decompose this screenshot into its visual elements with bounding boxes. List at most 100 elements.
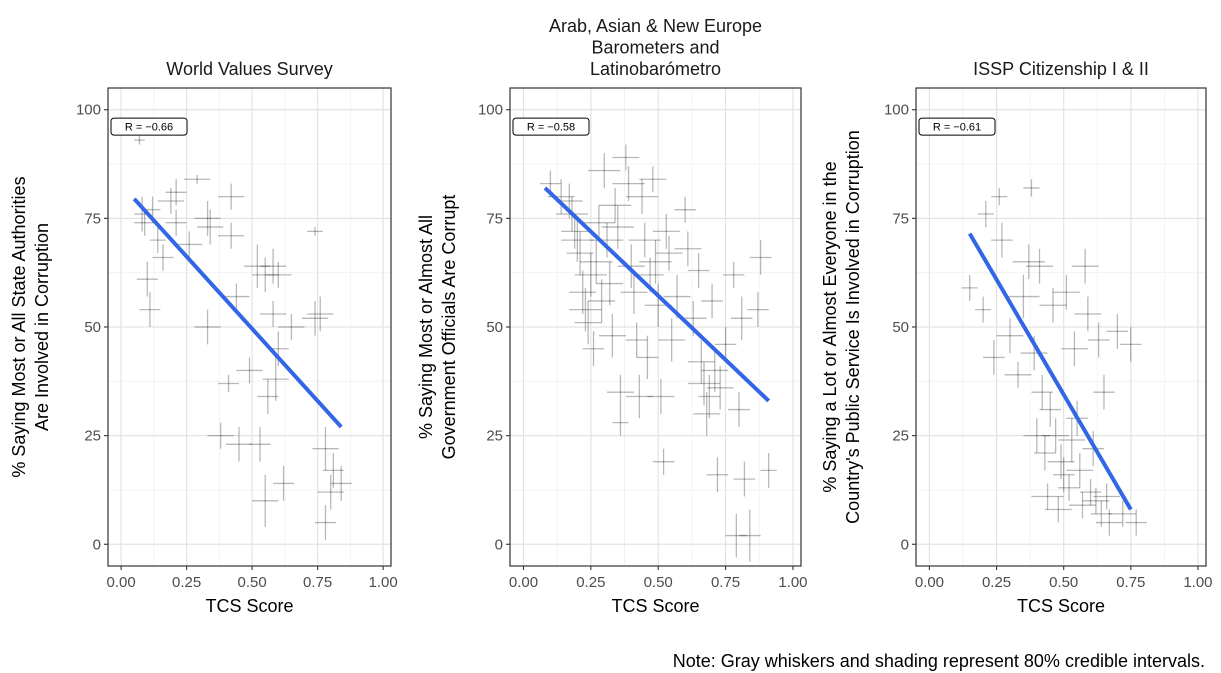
data-point — [262, 357, 289, 401]
x-axis-label: TCS Score — [205, 596, 293, 616]
data-point — [693, 392, 721, 436]
data-point — [249, 426, 271, 462]
data-point — [714, 327, 737, 362]
data-point — [612, 144, 640, 171]
data-point — [617, 244, 645, 288]
data-point — [1058, 418, 1086, 462]
data-point — [625, 322, 648, 358]
data-point — [652, 214, 680, 249]
data-point — [574, 300, 602, 345]
data-point — [582, 331, 605, 367]
data-point — [625, 179, 659, 215]
data-point — [574, 253, 607, 297]
fit-line — [543, 186, 771, 403]
data-point — [601, 205, 634, 249]
y-tick-label: 50 — [486, 319, 503, 336]
data-point — [991, 222, 1013, 258]
y-tick-label: 75 — [892, 210, 909, 227]
data-point — [687, 340, 715, 384]
data-point — [647, 379, 675, 414]
data-point — [259, 300, 287, 327]
correlation-box — [918, 117, 996, 136]
data-point — [739, 509, 761, 562]
data-point — [728, 392, 750, 427]
data-point — [698, 374, 721, 419]
data-point — [569, 270, 597, 314]
data-point — [580, 240, 613, 284]
y-axis-label: Country's Public Service Is Involved in … — [843, 130, 863, 524]
data-point — [218, 374, 240, 393]
x-tick-label: 0.50 — [644, 574, 673, 591]
data-point — [218, 222, 245, 249]
figure-note: Note: Gray whiskers and shading represen… — [673, 651, 1205, 671]
x-tick-label: 0.00 — [915, 574, 944, 591]
y-tick-label: 75 — [486, 210, 503, 227]
data-point — [991, 187, 1008, 206]
data-point — [301, 300, 329, 336]
panel-3: R = −0.61 0.00 0.25 0.50 0.75 1.00 0 25 50 75 100 I… — [820, 59, 1213, 616]
data-point — [722, 261, 745, 288]
data-point — [598, 187, 632, 223]
data-point — [257, 379, 279, 414]
y-tick-label: 0 — [901, 536, 909, 553]
y-axis-label: Government Officials Are Corrupt — [439, 195, 459, 460]
data-point — [628, 222, 661, 258]
data-point — [569, 287, 602, 332]
x-tick-label: 0.50 — [1049, 574, 1078, 591]
data-point — [1109, 500, 1137, 527]
data-point — [244, 244, 271, 288]
y-axis-label: % Saying Most or All State Authorities — [9, 176, 29, 477]
data-point — [612, 409, 629, 436]
panel-title: Latinobarómetro — [590, 59, 721, 79]
y-tick-label: 50 — [892, 319, 909, 336]
data-point — [701, 283, 723, 319]
data-point — [730, 296, 753, 341]
correlation-box — [110, 117, 188, 136]
y-tick-label: 100 — [76, 102, 101, 119]
data-point — [977, 200, 994, 228]
x-tick-label: 1.00 — [1183, 574, 1212, 591]
data-point — [706, 457, 729, 493]
data-point — [194, 309, 221, 345]
data-point — [330, 466, 352, 501]
data-point — [134, 135, 145, 145]
data-point — [687, 253, 710, 288]
data-point — [620, 270, 648, 314]
x-tick-label: 0.25 — [982, 574, 1011, 591]
data-point — [139, 292, 161, 327]
panel-1: R = −0.66 0.00 0.25 0.50 0.75 1.00 0 25 50 75 100 W… — [9, 59, 398, 616]
data-point — [749, 240, 772, 275]
data-point — [652, 448, 675, 475]
data-point — [701, 348, 729, 393]
data-point — [655, 235, 683, 271]
data-point — [983, 340, 1005, 375]
data-point — [1058, 474, 1080, 501]
data-point — [1106, 313, 1129, 349]
data-point — [588, 279, 616, 323]
data-point — [1007, 274, 1040, 319]
correlation-label: R = −0.58 — [527, 122, 575, 134]
data-point — [1082, 487, 1110, 514]
data-point — [136, 261, 158, 297]
data-point — [561, 214, 589, 249]
data-point — [197, 209, 224, 245]
y-tick-label: 25 — [84, 428, 101, 445]
data-point — [165, 179, 187, 206]
y-tick-label: 100 — [478, 102, 503, 119]
correlation-box — [512, 117, 590, 136]
y-tick-label: 0 — [93, 536, 101, 553]
data-point — [225, 426, 253, 462]
data-point — [961, 274, 978, 301]
data-point — [639, 166, 667, 193]
data-point — [1074, 296, 1102, 332]
data-point — [1090, 500, 1113, 527]
x-axis-label: TCS Score — [611, 596, 699, 616]
y-tick-label: 75 — [84, 210, 101, 227]
data-point — [1039, 287, 1067, 323]
data-point — [1120, 327, 1142, 362]
data-point — [322, 453, 344, 488]
data-point — [307, 296, 334, 332]
data-point — [149, 227, 166, 254]
data-point — [636, 335, 659, 380]
data-point — [1023, 179, 1040, 197]
